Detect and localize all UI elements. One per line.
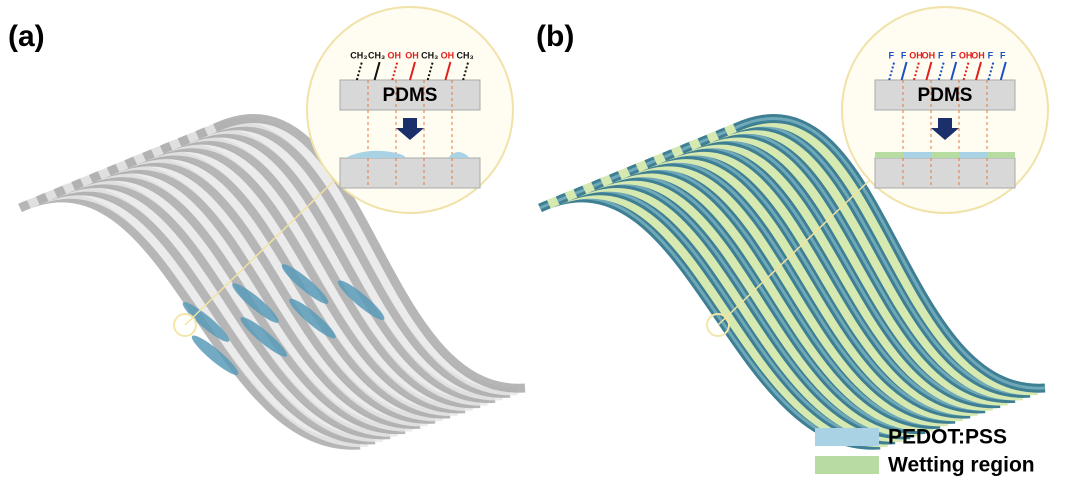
group-label: OH [441, 50, 455, 60]
substrate-label: PDMS [918, 85, 973, 106]
group-label: OH [922, 50, 936, 60]
group-label: F [888, 50, 894, 60]
group-label: OH [388, 50, 402, 60]
panel-label: (b) [536, 20, 574, 53]
figure: (a) (b) PDMSCH₃CH₃OHOHCH₃OHCH₃PDMSFFOHOH… [0, 0, 1072, 479]
group-label: F [988, 50, 994, 60]
film [931, 152, 959, 158]
group-label: CH₃ [368, 50, 385, 60]
legend-label: PEDOT:PSS [888, 426, 1007, 449]
group-label: CH₃ [350, 50, 367, 60]
panel-label: (a) [8, 20, 45, 53]
film [903, 152, 931, 158]
film [959, 152, 987, 158]
group-label: OH [971, 50, 985, 60]
legend-swatch [815, 456, 879, 474]
group-label: F [1000, 50, 1006, 60]
film [987, 152, 1015, 158]
group-label: F [950, 50, 956, 60]
group-label: OH [405, 50, 419, 60]
group-label: CH₃ [457, 50, 474, 60]
legend-swatch [815, 428, 879, 446]
film [875, 152, 903, 158]
substrate-bottom [340, 158, 480, 188]
legend-label: Wetting region [888, 454, 1035, 477]
substrate-label: PDMS [383, 85, 438, 106]
substrate-bottom [875, 158, 1015, 188]
group-label: F [901, 50, 907, 60]
group-label: F [938, 50, 944, 60]
group-label: CH₃ [421, 50, 438, 60]
